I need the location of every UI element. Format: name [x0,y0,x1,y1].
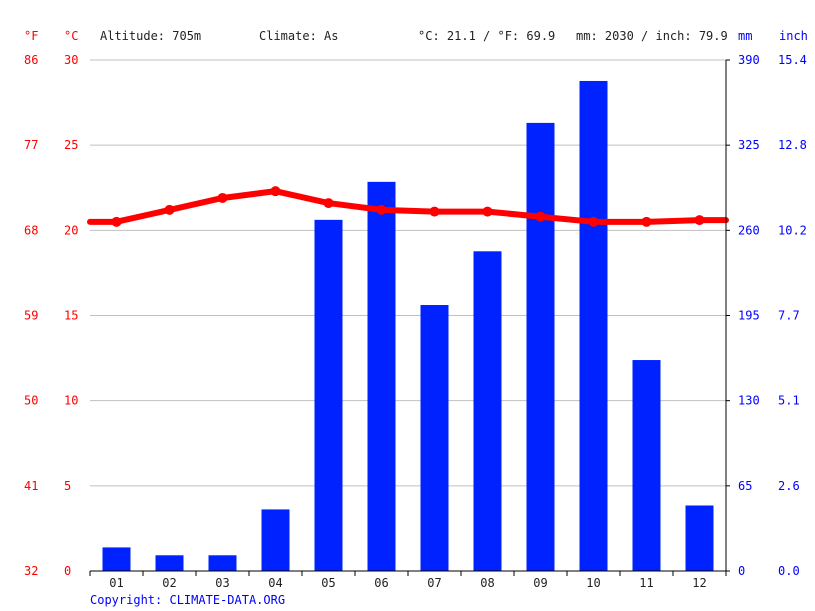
precipitation-bar [261,509,290,571]
celsius-tick-label: 0 [64,564,71,578]
month-tick-label: 05 [321,576,335,590]
inch-tick-label: 5.1 [778,394,800,408]
mm-tick-label: 390 [738,53,760,67]
mm-unit-label: mm [738,29,752,43]
fahrenheit-tick-label: 86 [24,53,38,67]
month-tick-label: 01 [109,576,123,590]
temperature-point [270,186,281,197]
month-tick-label: 02 [162,576,176,590]
fahrenheit-tick-label: 32 [24,564,38,578]
copyright-text[interactable]: Copyright: CLIMATE-DATA.ORG [90,593,285,607]
temperature-point [164,204,175,215]
precipitation-bar [526,122,555,572]
mm-tick-label: 325 [738,138,760,152]
month-tick-label: 07 [427,576,441,590]
temperature-point [376,204,387,215]
temperature-point [588,216,599,227]
celsius-unit-label: °C [64,29,78,43]
month-tick-label: 10 [586,576,600,590]
temperature-point [429,206,440,217]
month-tick-label: 03 [215,576,229,590]
inch-tick-label: 15.4 [778,53,807,67]
month-tick-label: 09 [533,576,547,590]
month-tick-label: 12 [692,576,706,590]
temperature-point [217,192,228,203]
fahrenheit-tick-label: 41 [24,479,38,493]
precipitation-bar [685,505,714,571]
precipitation-bar [579,80,608,571]
inch-unit-label: inch [779,29,808,43]
precipitation-bar [420,305,449,571]
month-tick-label: 11 [639,576,653,590]
temperature-point [535,211,546,222]
axes: 32 0 0 0.0 41 5 65 2.6 50 10 130 5.1 59 15 195 7.7 68 20 2… [24,53,807,590]
mm-tick-label: 65 [738,479,752,493]
precipitation-bar [632,360,661,571]
inch-tick-label: 0.0 [778,564,800,578]
temperature-line-path [87,188,729,225]
month-tick-label: 04 [268,576,282,590]
precipitation-bar [367,181,396,571]
mm-tick-label: 260 [738,223,760,237]
celsius-tick-label: 20 [64,223,78,237]
precipitation-summary: mm: 2030 / inch: 79.9 [576,29,728,43]
inch-tick-label: 10.2 [778,223,807,237]
celsius-tick-label: 30 [64,53,78,67]
inch-tick-label: 7.7 [778,309,800,323]
fahrenheit-tick-label: 59 [24,309,38,323]
fahrenheit-unit-label: °F [24,29,38,43]
inch-tick-label: 2.6 [778,479,800,493]
temperature-point [694,215,705,226]
celsius-tick-label: 10 [64,394,78,408]
fahrenheit-tick-label: 77 [24,138,38,152]
mm-tick-label: 0 [738,564,745,578]
precipitation-bar [473,251,502,572]
precipitation-bar [155,555,184,571]
precipitation-bar [208,555,237,571]
celsius-tick-label: 15 [64,309,78,323]
celsius-tick-label: 5 [64,479,71,493]
month-tick-label: 08 [480,576,494,590]
celsius-tick-label: 25 [64,138,78,152]
climate-label: Climate: As [259,29,338,43]
temperature-point [323,198,334,209]
mm-tick-label: 130 [738,394,760,408]
temperature-point [641,216,652,227]
temperature-point [482,206,493,217]
mm-tick-label: 195 [738,309,760,323]
fahrenheit-tick-label: 68 [24,223,38,237]
inch-tick-label: 12.8 [778,138,807,152]
grid-lines [90,59,726,487]
temperature-summary: °C: 21.1 / °F: 69.9 [418,29,555,43]
temperature-line [87,186,729,227]
precipitation-bars [102,80,714,572]
altitude-label: Altitude: 705m [100,29,201,43]
precipitation-bar [102,547,131,571]
month-tick-label: 06 [374,576,388,590]
precipitation-bar [314,219,343,571]
temperature-point [111,216,122,227]
fahrenheit-tick-label: 50 [24,394,38,408]
